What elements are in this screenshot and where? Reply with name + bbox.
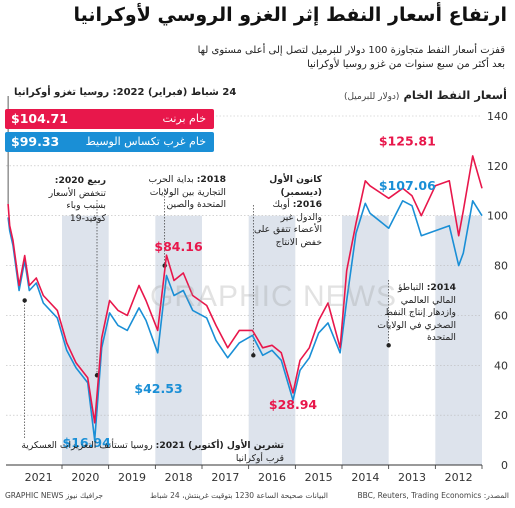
- subtitle-line-1: قفزت أسعار النفط متجاوزة 100 دولار للبرم…: [197, 45, 505, 56]
- annotation-dot: [22, 298, 27, 303]
- y-tick-label: 100: [487, 210, 508, 223]
- chart-title: أسعار النفط الخام (دولار للبرميل): [344, 88, 507, 102]
- y-tick-label: 60: [494, 309, 508, 322]
- x-tick-label: 2019: [118, 471, 146, 484]
- year-band-2018: [155, 215, 202, 465]
- annotation-2020-text: تنخفض الأسعار بسبب وباء كوفيد-19: [48, 187, 106, 224]
- footer-source: المصدر: BBC, Reuters, Trading Economics: [357, 491, 509, 500]
- x-tick-label: 2017: [211, 471, 239, 484]
- x-tick-label: 2021: [25, 471, 53, 484]
- series-line-wti: [7, 200, 483, 441]
- annotation-dot: [251, 353, 256, 358]
- annotation-2020: ربيع 2020: تنخفض الأسعار بسبب وباء كوفيد…: [38, 175, 106, 225]
- year-band-2012: [435, 215, 482, 465]
- series-line-brent: [7, 155, 483, 424]
- y-tick-label: 80: [494, 260, 508, 273]
- annotation-2020-title: ربيع 2020:: [54, 175, 106, 186]
- x-tick-label: 2015: [305, 471, 333, 484]
- x-tick-label: 2013: [398, 471, 426, 484]
- annotation-2021-text: روسيا تستأنف التعزيزات العسكرية قرب أوكر…: [21, 440, 284, 464]
- annotation-2021: تشرين الأول (أكتوبر) 2021: روسيا تستأنف …: [14, 440, 284, 465]
- annotation-2016: كانون الأول (ديسمبر) 2016: أوبك والدول غ…: [250, 174, 322, 249]
- year-band-2016: [248, 215, 296, 465]
- x-tick-label: 2014: [351, 471, 379, 484]
- annotation-2021-title: تشرين الأول (أكتوبر) 2021:: [155, 440, 284, 451]
- annotation-2016-title: كانون الأول (ديسمبر) 2016:: [269, 174, 322, 210]
- annotation-dot: [386, 343, 391, 348]
- x-tick-label: 2012: [445, 471, 473, 484]
- x-tick-label: 2016: [258, 471, 286, 484]
- annotation-2014-title: 2014:: [426, 282, 456, 293]
- annotation-2018: 2018: بداية الحرب التجارية بين الولايات …: [142, 174, 226, 212]
- legend-wti-name: خام غرب تكساس الوسيط: [85, 135, 206, 148]
- legend-brent-value: $104.71: [11, 111, 68, 126]
- y-tick-label: 120: [487, 160, 508, 173]
- legend-wti: $99.33 خام غرب تكساس الوسيط: [5, 132, 214, 152]
- value-label: $107.06: [379, 178, 436, 193]
- invasion-date-label: 24 شباط (فبراير) 2022: روسيا تغزو أوكران…: [14, 87, 237, 98]
- value-label: $42.53: [134, 381, 182, 396]
- value-label: $84.16: [154, 239, 203, 254]
- value-label: $16.94: [63, 435, 112, 450]
- legend-brent: $104.71 خام برنت: [5, 109, 214, 129]
- annotation-2016-text: أوبك والدول غير الأعضاء تتفق على خفض الا…: [253, 199, 322, 248]
- value-label: $28.94: [269, 397, 318, 412]
- page-subtitle: قفزت أسعار النفط متجاوزة 100 دولار للبرم…: [85, 44, 505, 72]
- footer-credit: GRAPHIC NEWS جرافيك نيوز: [5, 491, 104, 500]
- value-label: $125.81: [379, 133, 436, 148]
- x-tick-label: 2018: [165, 471, 193, 484]
- footer-data-note: البيانات صحيحة الساعة 1230 بتوقيت غرينتش…: [150, 491, 328, 500]
- page-title: ارتفاع أسعار النفط إثر الغزو الروسي لأوك…: [73, 4, 508, 26]
- subtitle-line-2: بعد أكثر من سبع سنوات من غزو روسيا لأوكر…: [307, 59, 505, 70]
- x-tick-label: 2020: [71, 471, 99, 484]
- chart-unit: (دولار للبرميل): [343, 92, 400, 102]
- watermark: GRAPHIC NEWS: [150, 280, 398, 313]
- y-tick-label: 40: [494, 359, 508, 372]
- y-tick-label: 140: [487, 110, 508, 123]
- legend-brent-name: خام برنت: [162, 112, 206, 125]
- legend-wti-value: $99.33: [11, 134, 60, 149]
- annotation-2014-text: التباطؤ المالي العالمي وازدهار إنتاج الن…: [377, 282, 456, 343]
- annotation-2018-text: بداية الحرب التجارية بين الولايات المتحد…: [148, 174, 226, 210]
- chart-title-text: أسعار النفط الخام: [403, 88, 507, 102]
- annotation-2018-title: 2018:: [196, 174, 226, 185]
- y-tick-label: 0: [501, 459, 508, 472]
- annotation-2014: 2014: التباطؤ المالي العالمي وازدهار إنت…: [372, 282, 456, 345]
- y-tick-label: 20: [494, 409, 508, 422]
